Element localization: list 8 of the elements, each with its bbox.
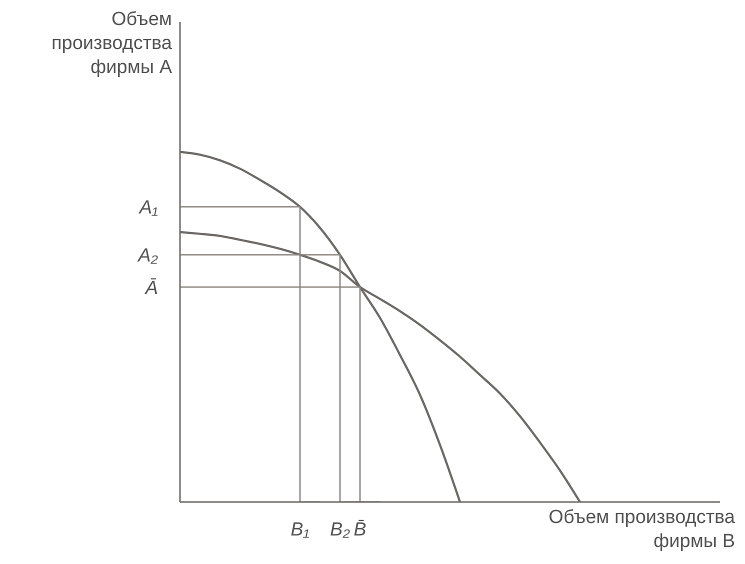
y-axis-title: Объем производства фирмы A (50, 8, 172, 80)
text: A₂ (137, 246, 159, 267)
x-tick-label: B̄ (354, 519, 367, 540)
text: A₁ (138, 198, 158, 219)
text: Ā (144, 278, 158, 299)
x-tick-label: B₂ (330, 519, 351, 540)
x-axis-title: Объем производства фирмы B (548, 506, 735, 554)
x-tick-label: B₁ (290, 519, 310, 540)
